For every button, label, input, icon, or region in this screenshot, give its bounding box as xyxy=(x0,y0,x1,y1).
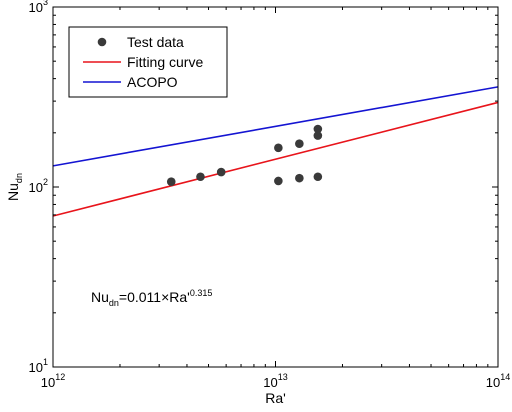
x-axis-label: Ra' xyxy=(265,390,286,406)
legend-label: ACOPO xyxy=(127,74,178,90)
x-tick-label: 1013 xyxy=(263,372,287,390)
legend-swatch-marker xyxy=(97,37,107,47)
fit-equation-annotation: Nudn=0.011×Ra'0.315 xyxy=(91,288,212,308)
y-axis-label-base: Nu xyxy=(5,183,21,201)
tick-labels: 1012 1013 1014 101 102 103 xyxy=(29,0,511,390)
equation-subscript: dn xyxy=(109,298,119,308)
y-axis-label-subscript: dn xyxy=(14,173,24,183)
series-lines xyxy=(52,86,499,217)
equation-body: =0.011×Ra' xyxy=(119,289,190,305)
series-line-acopo xyxy=(52,86,499,167)
data-point xyxy=(295,173,304,183)
y-tick-label: 101 xyxy=(29,357,48,375)
data-point xyxy=(166,177,176,187)
equation-exponent: 0.315 xyxy=(190,288,213,298)
equation-nu: Nu xyxy=(91,289,109,305)
series-line-fitting-curve xyxy=(52,101,499,217)
legend-label: Fitting curve xyxy=(127,54,203,70)
x-tick-label: 1012 xyxy=(41,372,65,390)
data-point xyxy=(274,143,283,153)
data-point xyxy=(216,167,226,177)
y-tick-label: 102 xyxy=(29,177,48,195)
y-tick-label: 103 xyxy=(29,0,48,15)
data-point xyxy=(196,172,205,182)
data-point xyxy=(274,176,283,186)
data-point xyxy=(295,139,304,149)
x-tick-label: 1014 xyxy=(486,372,510,390)
scatter-points xyxy=(166,124,323,187)
axis-ticks xyxy=(52,6,499,368)
data-point xyxy=(313,131,323,140)
y-axis-label: Nudn xyxy=(5,173,24,201)
data-point xyxy=(313,172,323,182)
data-point xyxy=(313,124,323,134)
legend-label: Test data xyxy=(127,34,184,50)
legend: Test data Fitting curve ACOPO xyxy=(68,26,228,98)
